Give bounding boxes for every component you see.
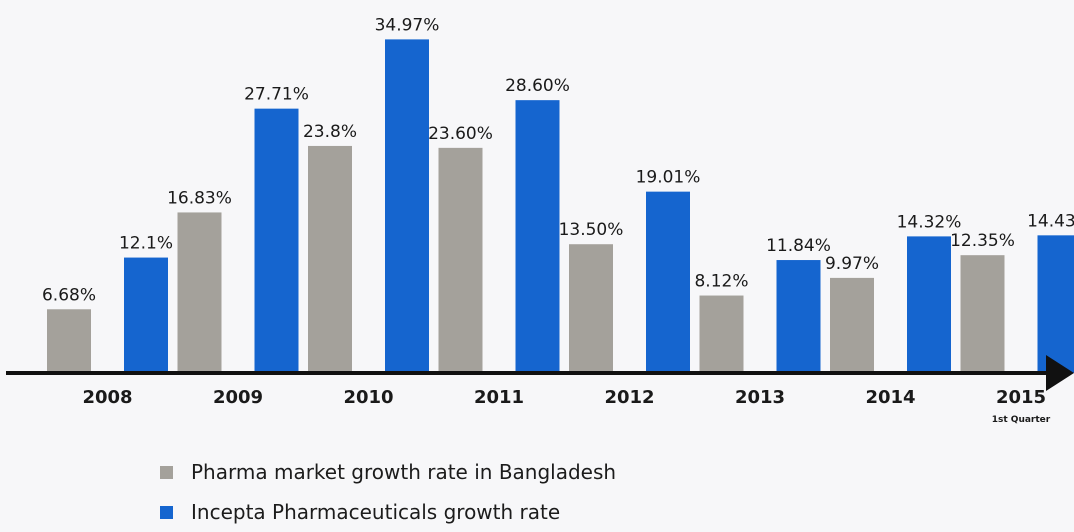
x-tick-label-2012: 2012: [604, 387, 654, 408]
legend-label-incepta: Incepta Pharmaceuticals growth rate: [191, 500, 560, 524]
bar-pharma-market-2013: [700, 296, 744, 373]
x-tick-label-2014: 2014: [865, 387, 915, 408]
data-label-pharma-market-2015: 12.35%: [950, 231, 1015, 251]
x-tick-sublabel-2015: 1st Quarter: [992, 415, 1051, 425]
data-label-pharma-market-2009: 16.83%: [167, 188, 232, 208]
bar-pharma-market-2011: [439, 148, 483, 373]
bar-pharma-market-2010: [308, 146, 352, 373]
legend-item-incepta: Incepta Pharmaceuticals growth rate: [160, 492, 616, 532]
data-label-pharma-market-2010: 23.8%: [303, 122, 357, 142]
bar-incepta-2014: [907, 236, 951, 373]
data-label-incepta-2009: 27.71%: [244, 85, 309, 105]
data-label-pharma-market-2013: 8.12%: [694, 272, 748, 292]
x-tick-label-2013: 2013: [735, 387, 785, 408]
data-label-pharma-market-2014: 9.97%: [825, 254, 879, 274]
bar-incepta-2011: [516, 100, 560, 373]
bar-pharma-market-2008: [47, 309, 91, 373]
bar-incepta-2008: [124, 258, 168, 373]
data-label-incepta-2013: 11.84%: [766, 236, 831, 256]
data-label-pharma-market-2011: 23.60%: [428, 124, 493, 144]
data-label-incepta-2014: 14.32%: [897, 212, 962, 232]
legend-swatch-incepta: [160, 506, 173, 519]
x-tick-label-2011: 2011: [474, 387, 524, 408]
legend-swatch-pharma-market: [160, 466, 173, 479]
x-tick-label-2008: 2008: [82, 387, 132, 408]
legend-item-pharma-market: Pharma market growth rate in Bangladesh: [160, 452, 616, 492]
data-label-incepta-2012: 19.01%: [636, 168, 701, 188]
data-label-incepta-2015: 14.43%: [1027, 211, 1074, 231]
bar-chart: 6.68% 12.1% 2008 16.83% 27.71% 2009 23.8% 34.97…: [0, 0, 1074, 450]
data-label-pharma-market-2008: 6.68%: [42, 285, 96, 305]
x-tick-label-2010: 2010: [343, 387, 393, 408]
data-label-incepta-2008: 12.1%: [119, 234, 173, 254]
x-tick-label-2015: 2015: [996, 387, 1046, 408]
x-tick-label-2009: 2009: [213, 387, 263, 408]
bar-incepta-2010: [385, 39, 429, 373]
bar-pharma-market-2015: [961, 255, 1005, 373]
bar-incepta-2013: [777, 260, 821, 373]
data-label-incepta-2010: 34.97%: [375, 15, 440, 35]
bar-incepta-2015: [1038, 235, 1074, 373]
data-label-incepta-2011: 28.60%: [505, 76, 570, 96]
bar-pharma-market-2009: [178, 212, 222, 373]
bar-incepta-2009: [255, 109, 299, 373]
data-label-pharma-market-2012: 13.50%: [559, 220, 624, 240]
bar-incepta-2012: [646, 192, 690, 373]
legend: Pharma market growth rate in Bangladesh …: [160, 452, 616, 532]
bar-pharma-market-2014: [830, 278, 874, 373]
bar-pharma-market-2012: [569, 244, 613, 373]
legend-label-pharma-market: Pharma market growth rate in Bangladesh: [191, 460, 616, 484]
